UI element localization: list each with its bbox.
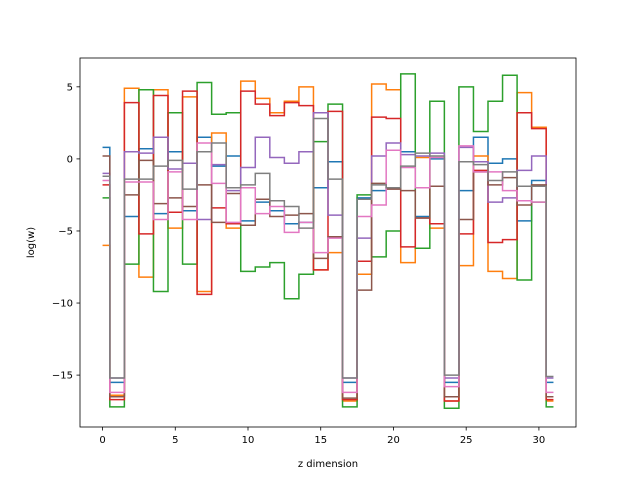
y-tick-label: −15 — [52, 371, 73, 382]
x-tick-label: 25 — [460, 435, 473, 446]
series-layer — [102, 73, 554, 410]
x-tick-label: 10 — [242, 435, 255, 446]
y-tick-label: −5 — [58, 226, 73, 237]
x-tick-label: 5 — [172, 435, 178, 446]
x-tick-label: 30 — [533, 435, 546, 446]
y-tick-label: 5 — [67, 82, 73, 93]
x-tick-label: 15 — [314, 435, 327, 446]
x-tick-label: 0 — [99, 435, 105, 446]
axes-ticks: 0 5 10 15 20 25 30 −15 −10 −5 0 5 — [52, 82, 545, 446]
y-tick-label: 0 — [67, 154, 73, 165]
y-axis-label: log(w) — [26, 227, 37, 258]
x-tick-label: 20 — [387, 435, 400, 446]
plot-frame — [79, 57, 577, 428]
series-8-line — [102, 117, 554, 379]
x-axis-label: z dimension — [298, 459, 358, 470]
y-tick-label: −10 — [52, 299, 73, 310]
